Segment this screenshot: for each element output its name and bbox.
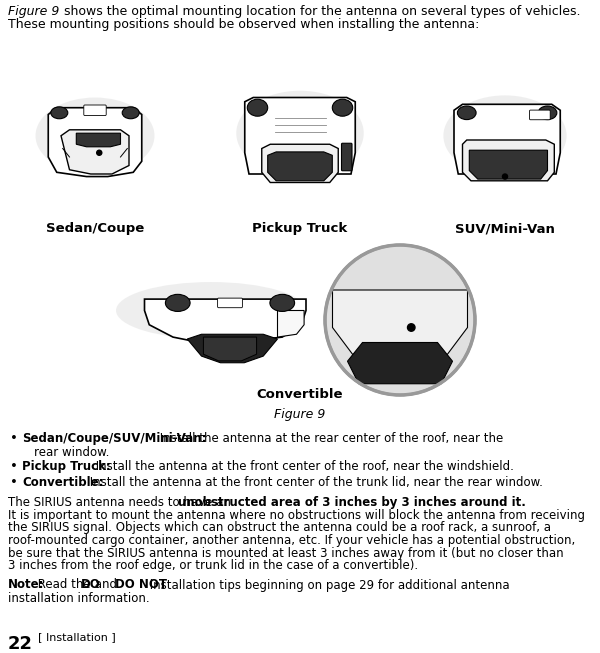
Text: SUV/Mini-Van: SUV/Mini-Van <box>455 222 555 235</box>
Ellipse shape <box>51 107 68 119</box>
Polygon shape <box>48 108 142 176</box>
Ellipse shape <box>538 106 557 119</box>
Text: Sedan/Coupe/SUV/Mini-Van:: Sedan/Coupe/SUV/Mini-Van: <box>22 432 206 445</box>
Circle shape <box>325 245 475 395</box>
Polygon shape <box>76 133 121 147</box>
Ellipse shape <box>122 107 139 119</box>
Polygon shape <box>332 290 467 357</box>
Polygon shape <box>469 150 548 179</box>
Ellipse shape <box>116 282 306 339</box>
Text: These mounting positions should be observed when installing the antenna:: These mounting positions should be obser… <box>8 18 479 31</box>
Ellipse shape <box>236 91 364 176</box>
Text: and: and <box>91 579 121 592</box>
Ellipse shape <box>270 295 295 311</box>
Text: Convertible: Convertible <box>257 388 343 401</box>
Text: Note:: Note: <box>8 579 44 592</box>
Ellipse shape <box>443 95 566 176</box>
Polygon shape <box>277 310 304 337</box>
Text: •: • <box>10 476 18 489</box>
Text: shows the optimal mounting location for the antenna on several types of vehicles: shows the optimal mounting location for … <box>60 5 581 18</box>
Polygon shape <box>268 152 332 181</box>
Text: 3 inches from the roof edge, or trunk lid in the case of a convertible).: 3 inches from the roof edge, or trunk li… <box>8 559 418 572</box>
FancyBboxPatch shape <box>530 110 550 119</box>
Text: The SIRIUS antenna needs to have an: The SIRIUS antenna needs to have an <box>8 496 235 509</box>
Polygon shape <box>203 337 257 361</box>
Text: roof-mounted cargo container, another antenna, etc. If your vehicle has a potent: roof-mounted cargo container, another an… <box>8 534 575 547</box>
Text: Figure 9: Figure 9 <box>8 5 59 18</box>
Circle shape <box>502 174 508 179</box>
Polygon shape <box>145 299 306 341</box>
Circle shape <box>97 150 102 155</box>
Polygon shape <box>347 343 452 384</box>
Polygon shape <box>262 144 338 182</box>
Ellipse shape <box>332 99 353 116</box>
Text: Install the antenna at the front center of the roof, near the windshield.: Install the antenna at the front center … <box>92 460 514 473</box>
Text: •: • <box>10 460 18 473</box>
Text: Read the: Read the <box>34 579 94 592</box>
Ellipse shape <box>247 99 268 116</box>
Text: •: • <box>10 432 18 445</box>
Ellipse shape <box>35 97 155 174</box>
Ellipse shape <box>457 106 476 119</box>
FancyBboxPatch shape <box>341 143 352 170</box>
FancyBboxPatch shape <box>218 298 242 308</box>
Ellipse shape <box>166 295 190 311</box>
Text: Pickup Truck: Pickup Truck <box>253 222 347 235</box>
Polygon shape <box>187 334 277 363</box>
Text: Pickup Truck:: Pickup Truck: <box>22 460 111 473</box>
Text: [ Installation ]: [ Installation ] <box>38 632 116 642</box>
Text: DO: DO <box>81 579 101 592</box>
Text: It is important to mount the antenna where no obstructions will block the antenn: It is important to mount the antenna whe… <box>8 509 585 522</box>
Text: Install the antenna at the front center of the trunk lid, near the rear window.: Install the antenna at the front center … <box>86 476 543 489</box>
Text: the SIRIUS signal. Objects which can obstruct the antenna could be a roof rack, : the SIRIUS signal. Objects which can obs… <box>8 522 551 535</box>
Text: installation tips beginning on page 29 for additional antenna: installation tips beginning on page 29 f… <box>146 579 509 592</box>
Text: rear window.: rear window. <box>34 446 109 459</box>
Text: Convertible:: Convertible: <box>22 476 104 489</box>
Text: Figure 9: Figure 9 <box>274 408 326 421</box>
Text: Install the antenna at the rear center of the roof, near the: Install the antenna at the rear center o… <box>156 432 503 445</box>
Text: DO NOT: DO NOT <box>115 579 167 592</box>
Polygon shape <box>245 97 355 174</box>
Circle shape <box>407 324 415 331</box>
Text: Sedan/Coupe: Sedan/Coupe <box>46 222 144 235</box>
Text: 22: 22 <box>8 635 33 653</box>
Polygon shape <box>61 130 129 174</box>
FancyBboxPatch shape <box>84 105 106 116</box>
Text: unobstructed area of 3 inches by 3 inches around it.: unobstructed area of 3 inches by 3 inche… <box>178 496 526 509</box>
Polygon shape <box>463 140 554 181</box>
Polygon shape <box>454 104 560 174</box>
Text: installation information.: installation information. <box>8 592 149 605</box>
Text: be sure that the SIRIUS antenna is mounted at least 3 inches away from it (but n: be sure that the SIRIUS antenna is mount… <box>8 547 563 560</box>
